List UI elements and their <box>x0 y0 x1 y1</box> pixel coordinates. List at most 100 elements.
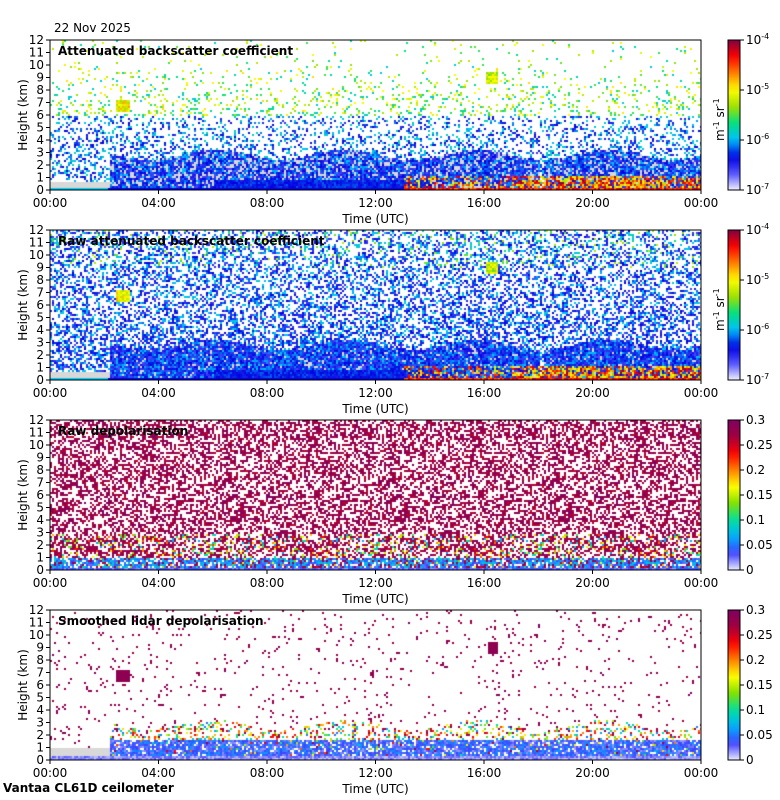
y-tick-label: 4 <box>36 323 44 337</box>
colorbar-tick-exp: -4 <box>761 222 769 231</box>
y-tick-label: 3 <box>36 716 44 730</box>
x-tick-label: 12:00 <box>358 196 393 210</box>
colorbar-tick-base: 10 <box>746 183 761 197</box>
x-axis-label: Time (UTC) <box>341 592 408 606</box>
x-axis-label: Time (UTC) <box>341 402 408 416</box>
y-tick-label: 3 <box>36 336 44 350</box>
y-tick-label: 6 <box>36 678 44 692</box>
colorbar-tick-label: 10-4 <box>746 222 769 237</box>
x-tick-label: 00:00 <box>33 386 68 400</box>
y-tick-label: 12 <box>29 603 44 617</box>
colorbar-tick-base: 10 <box>746 323 761 337</box>
y-tick-label: 12 <box>29 33 44 47</box>
colorbar-unit-label: m-1 sr-1 <box>712 288 727 331</box>
y-tick-label: 7 <box>36 96 44 110</box>
colorbar-gradient <box>727 39 741 191</box>
x-tick-label: 00:00 <box>33 766 68 780</box>
x-tick-label: 00:00 <box>684 196 719 210</box>
x-tick-label: 08:00 <box>250 386 285 400</box>
y-tick-label: 10 <box>29 58 44 72</box>
x-tick-label: 00:00 <box>684 766 719 780</box>
colorbar-gradient <box>727 419 741 571</box>
x-tick-label: 16:00 <box>467 386 502 400</box>
y-tick-label: 6 <box>36 108 44 122</box>
x-tick-label: 08:00 <box>250 576 285 590</box>
y-tick-label: 7 <box>36 476 44 490</box>
y-axis-label: Height (km) <box>16 269 30 340</box>
x-tick-label: 12:00 <box>358 576 393 590</box>
y-tick-label: 5 <box>36 121 44 135</box>
x-tick-label: 20:00 <box>575 576 610 590</box>
y-tick-label: 1 <box>36 171 44 185</box>
colorbar-tick-label: 0.25 <box>746 628 773 642</box>
x-tick-label: 00:00 <box>684 576 719 590</box>
y-tick-label: 9 <box>36 451 44 465</box>
y-tick-label: 5 <box>36 501 44 515</box>
y-tick-label: 8 <box>36 463 44 477</box>
y-tick-label: 7 <box>36 286 44 300</box>
x-tick-label: 04:00 <box>141 196 176 210</box>
x-tick-label: 08:00 <box>250 196 285 210</box>
y-tick-label: 4 <box>36 133 44 147</box>
y-tick-label: 8 <box>36 83 44 97</box>
x-tick-label: 20:00 <box>575 196 610 210</box>
heatmap-image <box>50 40 701 190</box>
x-axis-label: Time (UTC) <box>341 782 408 796</box>
y-tick-label: 2 <box>36 728 44 742</box>
x-tick-label: 00:00 <box>33 576 68 590</box>
y-tick-label: 11 <box>29 46 44 60</box>
colorbar-tick-label: 0.2 <box>746 653 765 667</box>
y-tick-label: 6 <box>36 488 44 502</box>
x-tick-label: 08:00 <box>250 766 285 780</box>
colorbar-tick-base: 10 <box>746 223 761 237</box>
heatmap-image <box>50 230 701 380</box>
x-tick-label: 20:00 <box>575 386 610 400</box>
y-tick-label: 1 <box>36 551 44 565</box>
colorbar-tick-base: 10 <box>746 273 761 287</box>
colorbar-unit-label: m-1 sr-1 <box>712 98 727 141</box>
x-tick-label: 12:00 <box>358 766 393 780</box>
y-tick-label: 9 <box>36 261 44 275</box>
colorbar-tick-label: 10-5 <box>746 82 769 97</box>
y-tick-label: 0 <box>36 753 44 767</box>
colorbar-tick-exp: -6 <box>761 132 769 141</box>
y-tick-label: 4 <box>36 513 44 527</box>
panel-title: Raw attenuated backscatter coefficient <box>58 234 325 248</box>
colorbar-tick-label: 0.1 <box>746 703 765 717</box>
colorbar-gradient <box>727 609 741 761</box>
y-tick-label: 10 <box>29 628 44 642</box>
colorbar-tick-label: 0.05 <box>746 728 773 742</box>
y-tick-label: 0 <box>36 373 44 387</box>
colorbar-tick-label: 0.15 <box>746 678 773 692</box>
x-tick-label: 12:00 <box>358 386 393 400</box>
colorbar-tick-label: 0.2 <box>746 463 765 477</box>
colorbar-tick-exp: -6 <box>761 322 769 331</box>
x-tick-label: 16:00 <box>467 576 502 590</box>
y-tick-label: 11 <box>29 236 44 250</box>
colorbar-gradient <box>727 229 741 381</box>
y-tick-label: 9 <box>36 71 44 85</box>
heatmap-image <box>50 420 701 570</box>
colorbar-tick-label: 0 <box>746 563 754 577</box>
y-tick-label: 7 <box>36 666 44 680</box>
plot-date: 22 Nov 2025 <box>54 21 131 35</box>
y-tick-label: 8 <box>36 273 44 287</box>
colorbar-tick-label: 0.3 <box>746 413 765 427</box>
colorbar-tick-label: 10-4 <box>746 32 769 47</box>
panel-title: Smoothed lidar depolarisation <box>58 614 264 628</box>
y-tick-label: 1 <box>36 361 44 375</box>
y-tick-label: 9 <box>36 641 44 655</box>
colorbar-tick-label: 10-7 <box>746 372 769 387</box>
y-tick-label: 6 <box>36 298 44 312</box>
x-tick-label: 00:00 <box>684 386 719 400</box>
x-tick-label: 00:00 <box>33 196 68 210</box>
colorbar-tick-label: 0.25 <box>746 438 773 452</box>
y-tick-label: 3 <box>36 146 44 160</box>
y-tick-label: 12 <box>29 413 44 427</box>
x-tick-label: 20:00 <box>575 766 610 780</box>
y-tick-label: 2 <box>36 348 44 362</box>
colorbar-tick-base: 10 <box>746 373 761 387</box>
